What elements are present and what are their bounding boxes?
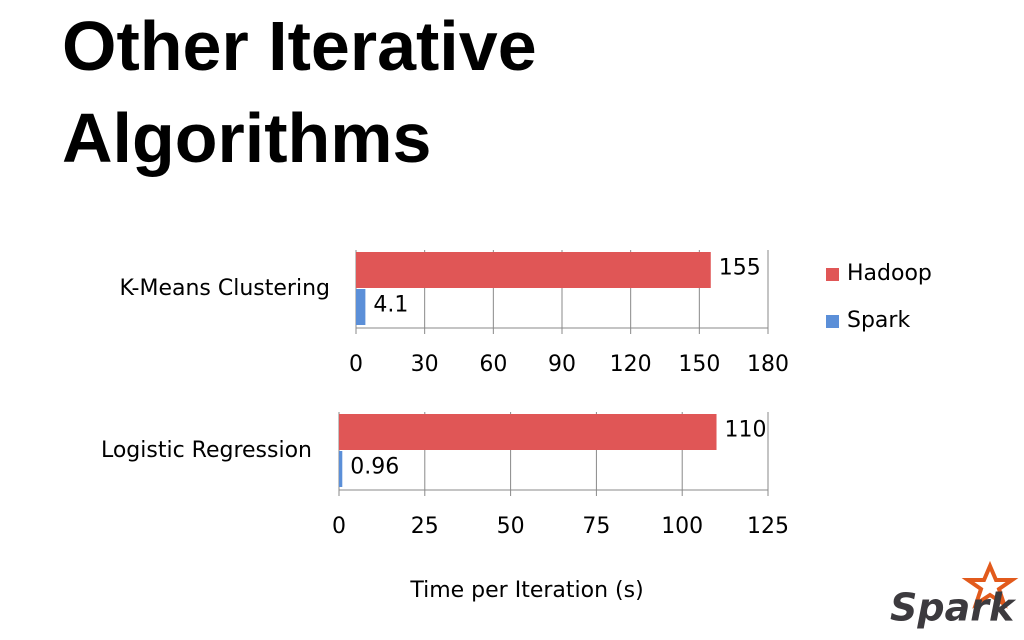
bar xyxy=(356,289,366,325)
x-tick-label: 0 xyxy=(332,514,346,539)
x-tick-label: 125 xyxy=(747,514,789,539)
x-tick-label: 120 xyxy=(610,352,652,377)
category-label: K-Means Clustering xyxy=(119,276,330,301)
legend-swatch xyxy=(826,315,839,328)
bar xyxy=(356,252,711,288)
category-label: Logistic Regression xyxy=(101,438,312,463)
legend-label: Hadoop xyxy=(847,261,932,286)
x-tick-label: 0 xyxy=(349,352,363,377)
x-axis-title: Time per Iteration (s) xyxy=(409,578,643,603)
value-label: 0.96 xyxy=(350,455,399,480)
logo-star xyxy=(961,560,1019,609)
x-tick-label: 150 xyxy=(678,352,720,377)
value-label: 4.1 xyxy=(373,293,408,318)
x-tick-label: 30 xyxy=(411,352,439,377)
slide-title: Other Iterative Algorithms xyxy=(62,7,537,177)
x-tick-label: 90 xyxy=(548,352,576,377)
x-tick-label: 100 xyxy=(661,514,703,539)
x-tick-label: 25 xyxy=(411,514,439,539)
x-tick-label: 60 xyxy=(479,352,507,377)
value-label: 155 xyxy=(719,256,761,281)
x-tick-label: 75 xyxy=(582,514,610,539)
legend-label: Spark xyxy=(847,308,910,333)
bar xyxy=(339,414,717,450)
value-label: 110 xyxy=(725,418,767,443)
bar xyxy=(339,451,343,487)
logo-text: Spark xyxy=(890,586,1017,630)
legend-swatch xyxy=(826,268,839,281)
logo: Spark xyxy=(890,560,1019,630)
x-tick-label: 180 xyxy=(747,352,789,377)
x-tick-label: 50 xyxy=(497,514,525,539)
